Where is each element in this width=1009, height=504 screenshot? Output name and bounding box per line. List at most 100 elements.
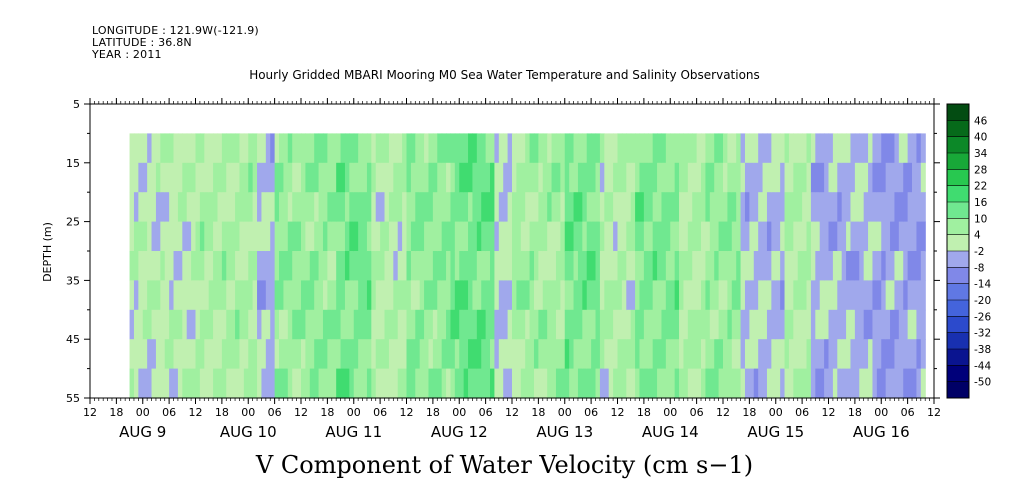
heatmap-cell <box>696 221 702 252</box>
heatmap-cell <box>854 368 860 399</box>
heatmap-cell <box>916 221 922 252</box>
heatmap-cell <box>362 280 368 311</box>
x-hour-tick-label: 06 <box>901 406 915 419</box>
heatmap-cell <box>815 339 821 370</box>
heatmap-cell <box>599 309 605 340</box>
heatmap-cell <box>327 221 333 252</box>
heatmap-cell <box>731 192 737 223</box>
heatmap-cell <box>270 280 276 311</box>
heatmap-cell <box>643 133 649 164</box>
heatmap-cell <box>894 192 900 223</box>
heatmap-cell <box>912 309 918 340</box>
heatmap-cell <box>859 339 865 370</box>
heatmap-cell <box>824 162 830 193</box>
heatmap-cell <box>230 162 236 193</box>
heatmap-cell <box>863 192 869 223</box>
heatmap-cell <box>868 162 874 193</box>
heatmap-cell <box>424 162 430 193</box>
heatmap-cell <box>274 368 280 399</box>
heatmap-cell <box>199 368 205 399</box>
heatmap-cell <box>639 162 645 193</box>
heatmap-cell <box>270 309 276 340</box>
heatmap-cell <box>406 251 412 281</box>
heatmap-cell <box>322 368 328 399</box>
heatmap-cell <box>591 309 597 340</box>
heatmap-cell <box>595 368 601 399</box>
heatmap-cell <box>863 133 869 164</box>
heatmap-cell <box>604 251 610 281</box>
heatmap-cell <box>608 339 614 370</box>
heatmap-cell <box>582 133 588 164</box>
heatmap-cell <box>758 251 764 281</box>
heatmap-cell <box>243 221 249 252</box>
heatmap-cell <box>155 309 161 340</box>
heatmap-cell <box>701 339 707 370</box>
heatmap-cell <box>819 192 825 223</box>
colorbar-tick-label: -8 <box>974 262 984 274</box>
heatmap-cell <box>393 192 399 223</box>
heatmap-cell <box>186 192 192 223</box>
heatmap-cell <box>301 192 306 223</box>
heatmap-cell <box>252 192 258 223</box>
heatmap-cell <box>322 309 328 340</box>
heatmap-cell <box>652 368 658 399</box>
heatmap-cell <box>810 133 816 164</box>
heatmap-cell <box>393 339 399 370</box>
heatmap-cell <box>885 368 891 399</box>
heatmap-cell <box>551 309 557 340</box>
heatmap-cell <box>239 162 245 193</box>
heatmap-cell <box>705 221 711 252</box>
heatmap-cell <box>802 280 808 311</box>
chart-title: Hourly Gridded MBARI Mooring M0 Sea Wate… <box>249 68 760 82</box>
heatmap-cell <box>432 251 438 281</box>
heatmap-cell <box>837 133 843 164</box>
heatmap-cell <box>257 251 263 281</box>
heatmap-cell <box>591 192 597 223</box>
heatmap-cell <box>560 162 566 193</box>
heatmap-cell <box>169 368 175 399</box>
heatmap-cell <box>775 251 781 281</box>
heatmap-cell <box>177 133 183 164</box>
heatmap-cell <box>828 339 834 370</box>
heatmap-cell <box>147 192 153 223</box>
heatmap-cell <box>551 339 557 370</box>
heatmap-cell <box>533 339 539 370</box>
heatmap-cell <box>358 368 364 399</box>
heatmap-cell <box>173 339 179 370</box>
heatmap-cell <box>239 368 245 399</box>
heatmap-cell <box>591 280 597 311</box>
heatmap-cell <box>410 368 416 399</box>
heatmap-cell <box>186 309 192 340</box>
heatmap-cell <box>727 192 733 223</box>
heatmap-cell <box>388 280 394 311</box>
heatmap-cell <box>169 133 175 164</box>
heatmap-cell <box>832 221 838 252</box>
heatmap-cell <box>147 309 153 340</box>
heatmap-cell <box>753 339 759 370</box>
heatmap-cell <box>564 133 570 164</box>
heatmap-cell <box>881 251 887 281</box>
heatmap-cell <box>582 192 588 223</box>
heatmap-cell <box>468 339 474 370</box>
heatmap-cell <box>195 251 201 281</box>
heatmap-cell <box>586 221 592 252</box>
heatmap-cell <box>595 280 601 311</box>
heatmap-cell <box>920 221 926 252</box>
heatmap-cell <box>762 192 768 223</box>
heatmap-cell <box>595 339 601 370</box>
heatmap-cell <box>802 309 808 340</box>
heatmap-cell <box>894 162 900 193</box>
heatmap-cell <box>208 280 214 311</box>
heatmap-cell <box>406 309 412 340</box>
heatmap-cell <box>613 133 619 164</box>
heatmap-cell <box>533 280 539 311</box>
heatmap-cell <box>186 221 192 252</box>
heatmap-cell <box>380 221 386 252</box>
y-tick-label: 15 <box>66 157 80 170</box>
heatmap-cell <box>503 309 509 340</box>
heatmap-cell <box>577 368 583 399</box>
heatmap-cell <box>314 251 320 281</box>
heatmap-cell <box>305 221 311 252</box>
heatmap-cell <box>142 251 148 281</box>
heatmap-cell <box>129 133 135 164</box>
